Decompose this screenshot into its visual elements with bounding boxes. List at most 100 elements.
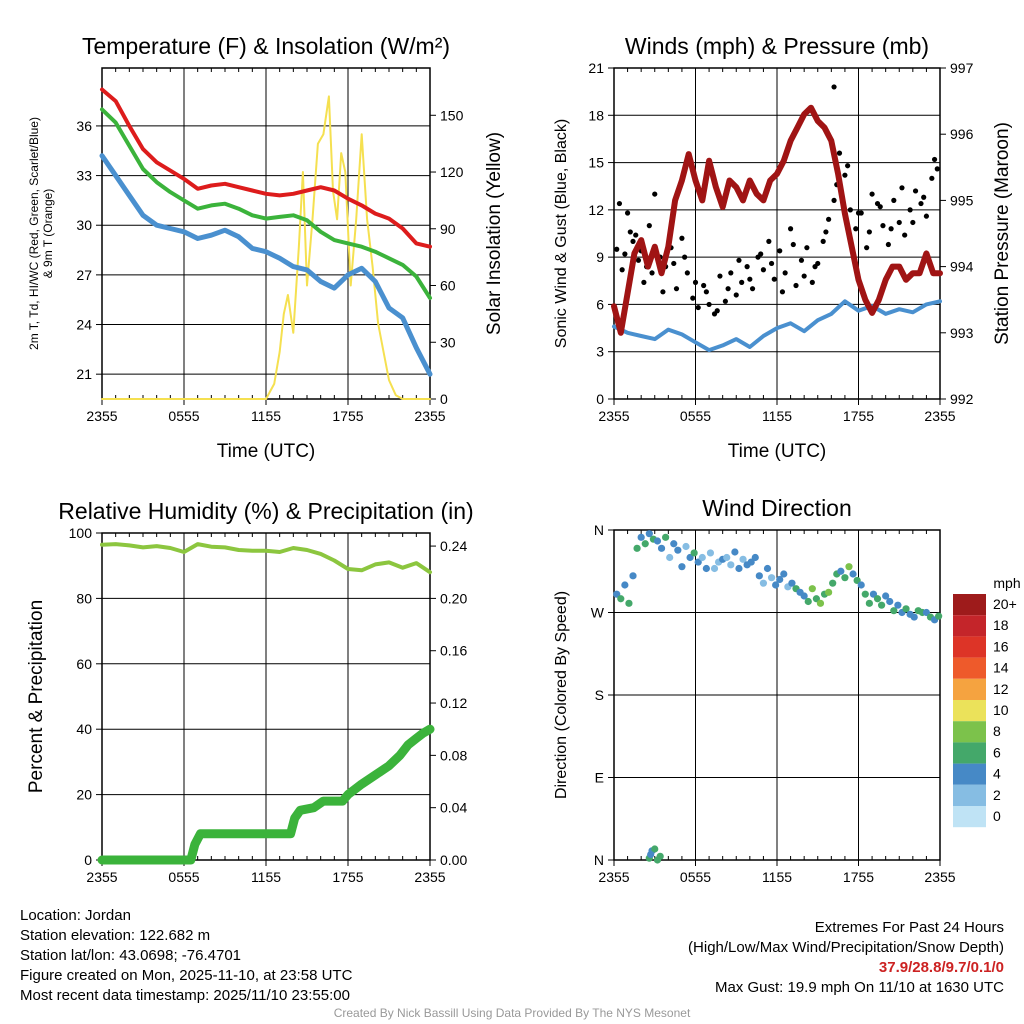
y-tick-label: E <box>595 770 604 786</box>
y-tick-label: 0 <box>596 391 604 407</box>
direction-point <box>935 612 943 620</box>
gust-point <box>630 238 636 244</box>
created-text: Figure created on Mon, 2025-11-10, at 23… <box>20 967 353 984</box>
direction-point <box>800 592 808 600</box>
y-axis-label: 2m T, Td, HI/WC (Red, Green, Scarlet/Blu… <box>27 117 55 350</box>
y-tick-label: 6 <box>596 296 604 312</box>
gust-point <box>777 248 783 254</box>
direction-point <box>910 613 918 621</box>
gust-point <box>706 301 712 308</box>
gust-point <box>823 229 829 235</box>
gust-point <box>891 197 897 203</box>
plot-border <box>101 532 431 861</box>
gust-point <box>622 251 628 257</box>
direction-point <box>837 567 845 575</box>
x-tick-label: 1755 <box>332 869 363 885</box>
gust-point <box>787 226 794 232</box>
gust-point <box>758 251 764 257</box>
y-tick-label: N <box>594 852 604 868</box>
y-axis-label: Sonic Wind & Gust (Blue, Black) <box>553 119 570 348</box>
legend-label: 20+ <box>993 596 1017 612</box>
gust-point <box>747 276 753 282</box>
y2-tick-label: 0.12 <box>440 695 467 711</box>
direction-point <box>873 595 882 603</box>
direction-point <box>657 544 666 552</box>
x-axis-label: Time (UTC) <box>728 441 827 462</box>
direction-point <box>882 592 890 600</box>
extremes-values: 37.9/28.8/9.7/0.1/0 <box>878 959 1004 976</box>
y-axis-label-line: & 9m T (Orange) <box>41 189 55 279</box>
gust-point <box>899 185 905 191</box>
legend-label: 14 <box>993 660 1009 676</box>
recent-text: Most recent data timestamp: 2025/11/10 2… <box>20 987 350 1004</box>
gust-point <box>682 254 688 260</box>
x-tick-label: 1755 <box>332 408 363 424</box>
gust-point <box>809 279 815 285</box>
gust-point <box>739 279 745 285</box>
y-tick-label: 33 <box>76 168 92 184</box>
y2-tick-label: 30 <box>440 334 456 350</box>
wind-chill-line <box>99 153 433 377</box>
y-axis-label: Direction (Colored By Speed) <box>553 591 570 799</box>
x-tick-label: 2355 <box>86 869 117 885</box>
legend-swatch <box>953 636 986 658</box>
x-tick-label: 1155 <box>762 408 792 424</box>
gust-point <box>779 289 786 295</box>
legend-swatch <box>953 657 986 679</box>
y2-tick-label: 60 <box>440 278 456 294</box>
gust-point <box>836 150 843 156</box>
x-tick-label: 2355 <box>414 408 445 424</box>
gust-point <box>831 84 837 90</box>
x-tick-label: 1155 <box>251 869 281 885</box>
legend-swatch <box>953 742 986 764</box>
gust-point <box>703 289 709 295</box>
y-tick-label: 80 <box>76 590 92 606</box>
direction-point <box>651 845 659 853</box>
legend-label: 8 <box>993 723 1001 739</box>
direction-point <box>763 564 772 573</box>
y-tick-label: S <box>595 687 604 703</box>
direction-point <box>637 533 645 541</box>
gust-point <box>649 270 655 276</box>
direction-point <box>645 530 653 538</box>
y2-tick-label: 997 <box>950 60 974 76</box>
humidity-line <box>100 542 432 575</box>
legend-swatch <box>953 784 986 806</box>
gust-point <box>812 264 818 270</box>
gust-point <box>725 286 731 292</box>
max-gust-text: Max Gust: 19.9 mph On 11/10 at 1630 UTC <box>714 979 1004 996</box>
gust-point <box>902 232 908 238</box>
legend-swatch <box>953 806 986 828</box>
gust-point <box>782 270 788 276</box>
direction-point <box>804 597 812 606</box>
y-tick-label: 21 <box>588 60 604 76</box>
y-axis-label: Percent & Precipitation <box>26 600 47 793</box>
gust-point <box>766 238 772 244</box>
gust-point <box>749 286 756 292</box>
gust-point <box>744 264 750 270</box>
gust-point <box>690 295 696 301</box>
y-tick-label: 21 <box>76 366 92 382</box>
gust-point <box>722 298 728 304</box>
sonic-wind-line <box>612 299 942 353</box>
x-tick-label: 0555 <box>680 408 711 424</box>
direction-point <box>865 599 873 607</box>
y-tick-label: 3 <box>596 344 604 360</box>
x-tick-label: 2355 <box>598 408 629 424</box>
gust-point <box>679 235 685 241</box>
humidity-chart: Relative Humidity (%) & Precipitation (i… <box>26 498 474 885</box>
direction-point <box>674 546 682 554</box>
y-tick-label: W <box>591 605 605 621</box>
x-tick-label: 1755 <box>843 869 874 885</box>
y-tick-label: 15 <box>588 155 604 171</box>
direction-point <box>678 563 686 571</box>
gust-point <box>771 276 777 282</box>
direction-point <box>731 548 739 556</box>
precipitation-line <box>97 724 435 865</box>
legend-swatch <box>953 615 986 637</box>
x-tick-label: 1155 <box>251 408 281 424</box>
direction-point <box>841 574 849 582</box>
gust-point <box>907 207 913 213</box>
gust-point <box>910 219 916 226</box>
